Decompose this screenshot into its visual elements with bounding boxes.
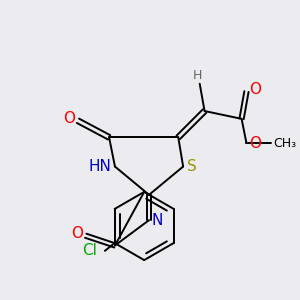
Text: O: O [63, 111, 75, 126]
Text: O: O [249, 136, 261, 151]
Text: H: H [193, 69, 203, 82]
Text: S: S [187, 159, 197, 174]
Text: CH₃: CH₃ [274, 137, 297, 150]
Text: N: N [152, 213, 163, 228]
Text: O: O [249, 82, 261, 97]
Text: Cl: Cl [82, 243, 97, 258]
Text: O: O [71, 226, 83, 241]
Text: HN: HN [88, 159, 111, 174]
